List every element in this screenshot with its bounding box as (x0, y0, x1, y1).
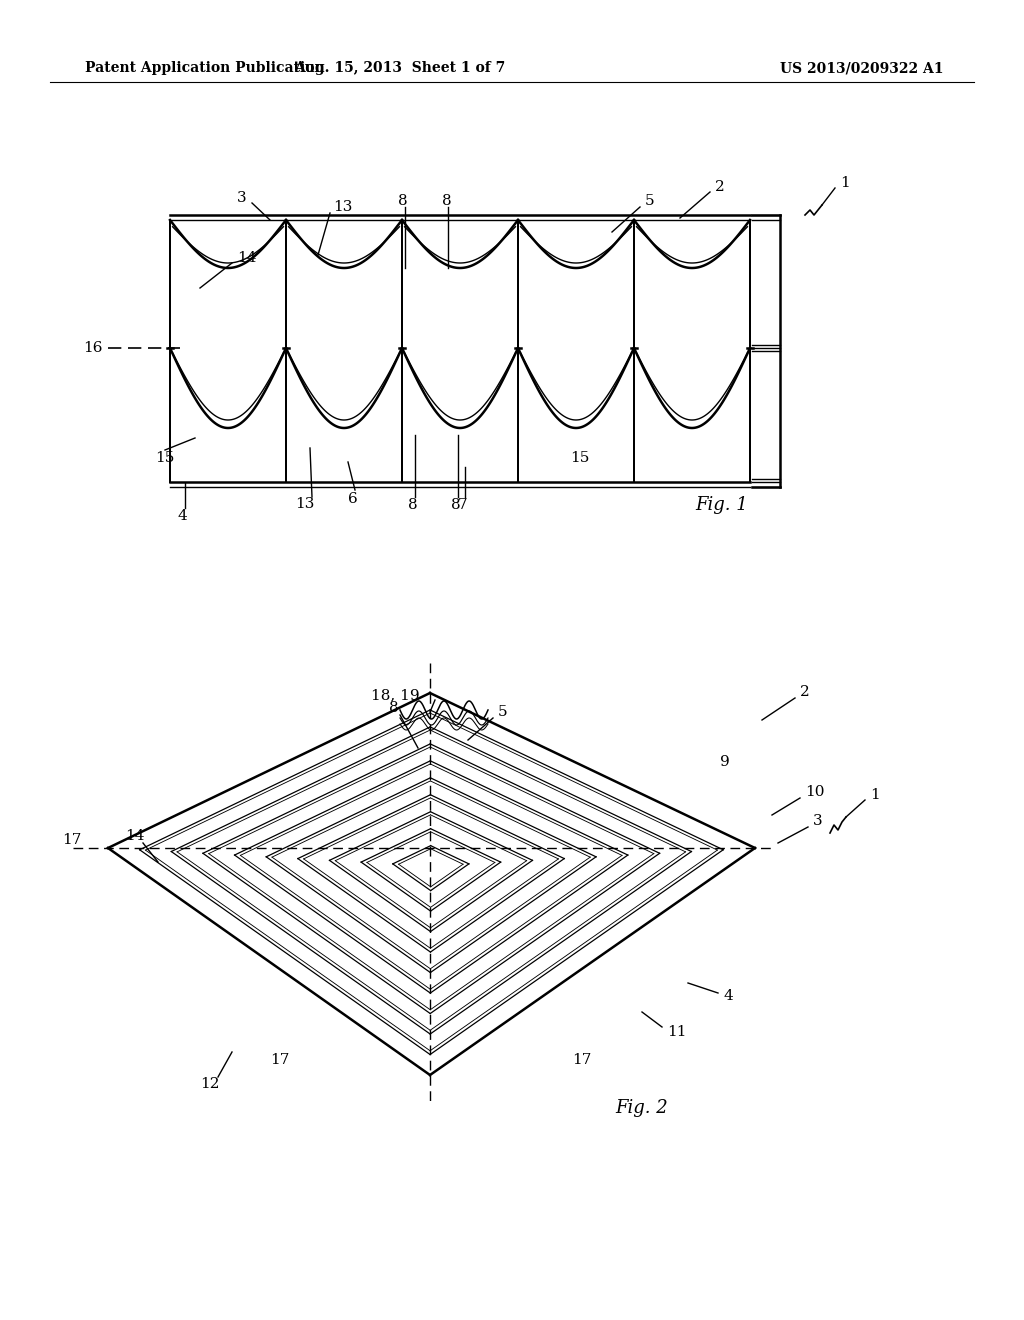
Text: 18, 19: 18, 19 (372, 688, 420, 702)
Text: Aug. 15, 2013  Sheet 1 of 7: Aug. 15, 2013 Sheet 1 of 7 (294, 61, 506, 75)
Text: 7: 7 (458, 498, 468, 512)
Text: 8: 8 (442, 194, 452, 209)
Text: 2: 2 (715, 180, 725, 194)
Text: 4: 4 (723, 989, 733, 1003)
Text: 8: 8 (389, 701, 398, 715)
Text: 14: 14 (237, 251, 256, 265)
Text: 4: 4 (177, 510, 186, 523)
Text: 6: 6 (348, 492, 357, 506)
Text: 15: 15 (570, 451, 590, 465)
Text: 12: 12 (201, 1077, 220, 1092)
Text: 16: 16 (84, 341, 103, 355)
Text: 1: 1 (840, 176, 850, 190)
Text: Fig. 2: Fig. 2 (615, 1100, 668, 1117)
Text: 13: 13 (333, 201, 352, 214)
Text: 5: 5 (498, 705, 508, 719)
Text: 9: 9 (720, 755, 730, 770)
Text: 10: 10 (805, 785, 824, 799)
Text: 17: 17 (62, 833, 82, 847)
Text: 13: 13 (295, 498, 314, 511)
Text: 3: 3 (238, 191, 247, 205)
Text: Patent Application Publication: Patent Application Publication (85, 61, 325, 75)
Text: 11: 11 (667, 1026, 686, 1039)
Text: 8: 8 (452, 498, 461, 512)
Text: 1: 1 (870, 788, 880, 803)
Text: Fig. 1: Fig. 1 (695, 496, 748, 513)
Text: 5: 5 (645, 194, 654, 209)
Text: 8: 8 (409, 498, 418, 512)
Text: 8: 8 (398, 194, 408, 209)
Text: US 2013/0209322 A1: US 2013/0209322 A1 (780, 61, 943, 75)
Text: 17: 17 (572, 1053, 592, 1067)
Text: 3: 3 (813, 814, 822, 828)
Text: 17: 17 (270, 1053, 290, 1067)
Text: 15: 15 (156, 451, 175, 465)
Text: 14: 14 (125, 829, 144, 843)
Text: 2: 2 (800, 685, 810, 700)
